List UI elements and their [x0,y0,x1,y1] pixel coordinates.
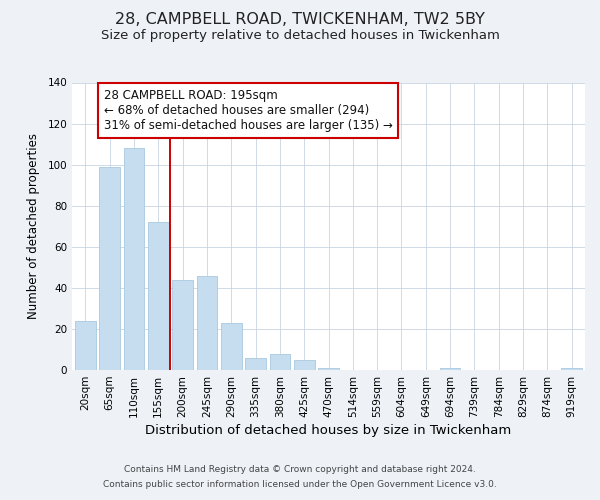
Bar [269,354,290,370]
Text: Contains public sector information licensed under the Open Government Licence v3: Contains public sector information licen… [103,480,497,489]
Bar [197,276,217,370]
Bar [221,323,242,370]
Text: Size of property relative to detached houses in Twickenham: Size of property relative to detached ho… [101,29,499,42]
Bar [440,368,460,370]
Bar [148,222,169,370]
Bar [124,148,145,370]
Bar [561,368,582,370]
X-axis label: Distribution of detached houses by size in Twickenham: Distribution of detached houses by size … [145,424,512,437]
Bar [318,368,339,370]
Text: Contains HM Land Registry data © Crown copyright and database right 2024.: Contains HM Land Registry data © Crown c… [124,465,476,474]
Bar [245,358,266,370]
Bar [294,360,314,370]
Bar [172,280,193,370]
Text: 28 CAMPBELL ROAD: 195sqm
← 68% of detached houses are smaller (294)
31% of semi-: 28 CAMPBELL ROAD: 195sqm ← 68% of detach… [104,88,392,132]
Y-axis label: Number of detached properties: Number of detached properties [28,133,40,320]
Bar [100,166,120,370]
Bar [75,320,96,370]
Text: 28, CAMPBELL ROAD, TWICKENHAM, TW2 5BY: 28, CAMPBELL ROAD, TWICKENHAM, TW2 5BY [115,12,485,28]
